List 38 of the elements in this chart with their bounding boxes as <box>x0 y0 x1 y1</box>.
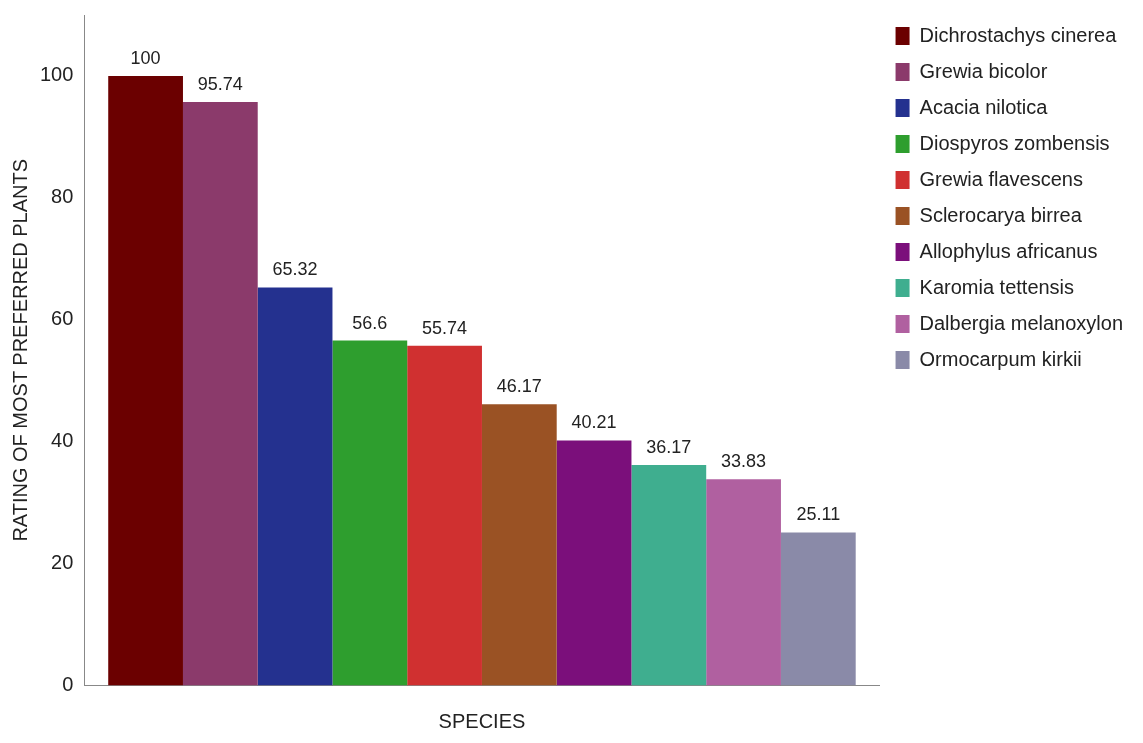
data-label: 56.6 <box>352 312 388 333</box>
data-label: 65.32 <box>272 259 318 280</box>
data-label: 33.83 <box>721 451 767 472</box>
legend-label: Dichrostachys cinerea <box>919 23 1118 46</box>
data-label: 95.74 <box>197 73 243 94</box>
bar <box>407 345 482 686</box>
bar <box>481 404 557 686</box>
y-axis-title: RATING OF MOST PREFERRED PLANTS <box>8 158 31 542</box>
bar <box>332 340 408 686</box>
bar <box>631 465 707 686</box>
legend-label: Ormocarpum kirkii <box>919 347 1082 370</box>
bar <box>182 101 258 686</box>
legend-label: Diospyros zombensis <box>919 131 1110 154</box>
data-label: 100 <box>130 47 161 68</box>
bar <box>108 75 183 686</box>
legend-label: Sclerocarya birrea <box>919 203 1083 226</box>
bar <box>257 287 333 686</box>
x-axis-title: SPECIES <box>438 709 526 732</box>
data-label: 25.11 <box>796 504 841 525</box>
y-tick-label: 100 <box>39 63 74 86</box>
legend-label: Karomia tettensis <box>919 275 1075 298</box>
y-tick-label: 60 <box>51 307 74 330</box>
data-label: 55.74 <box>422 317 468 338</box>
y-tick-label: 40 <box>51 429 74 452</box>
legend-label: Grewia bicolor <box>919 59 1048 82</box>
data-label: 36.17 <box>646 437 692 458</box>
data-label: 40.21 <box>571 412 617 433</box>
legend-label: Acacia nilotica <box>919 95 1049 118</box>
legend-label: Dalbergia melanoxylon <box>919 311 1124 334</box>
data-label: 46.17 <box>496 376 542 397</box>
y-tick-label: 0 <box>62 673 74 696</box>
bar <box>706 479 781 686</box>
legend-label: Grewia flavescens <box>919 167 1083 190</box>
bar <box>556 440 632 686</box>
legend-label: Allophylus africanus <box>919 239 1098 262</box>
y-tick-label: 80 <box>51 185 74 208</box>
bar <box>780 532 856 686</box>
y-tick-label: 20 <box>51 551 74 574</box>
